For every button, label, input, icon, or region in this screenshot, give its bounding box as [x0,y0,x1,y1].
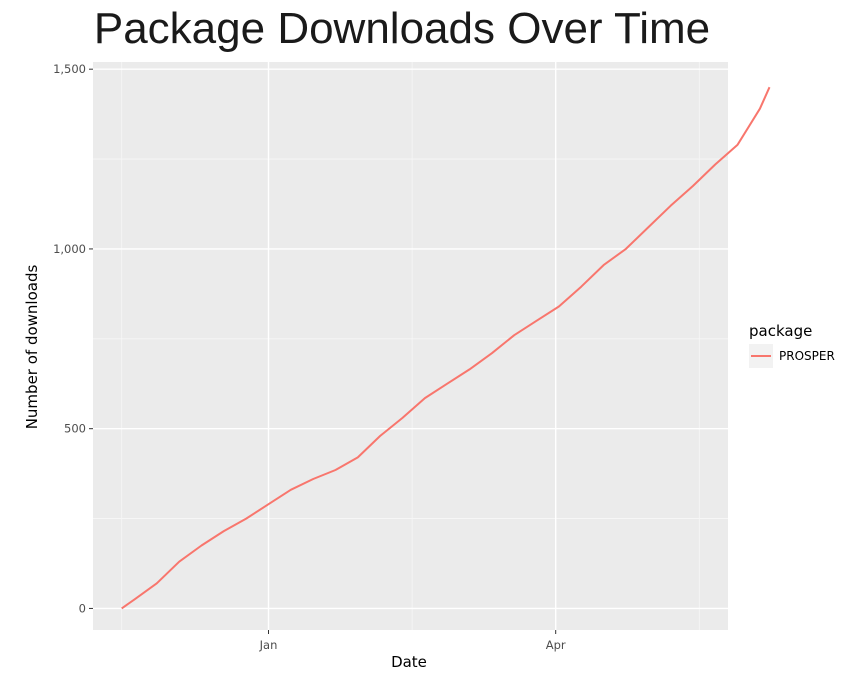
x-tick-label: Apr [546,638,566,652]
x-axis-title: Date [391,653,427,671]
plot-panel [93,62,728,630]
major-gridlines [93,62,728,630]
legend: package PROSPER [749,322,835,368]
series-line-prosper [121,86,771,610]
y-tick-label: 1,500 [53,62,86,76]
minor-gridlines [93,62,728,630]
x-tick-label: Jan [259,638,278,652]
axis-ticks: Jan Apr 0 500 1,000 1,500 [53,62,566,652]
chart-title: Package Downloads Over Time [94,4,710,53]
legend-label-prosper: PROSPER [779,349,835,363]
y-tick-label: 1,000 [53,242,86,256]
legend-title: package [749,322,812,340]
y-axis-title: Number of downloads [23,265,41,430]
series-layer [121,86,771,610]
y-tick-label: 500 [64,422,86,436]
y-tick-label: 0 [79,601,86,615]
